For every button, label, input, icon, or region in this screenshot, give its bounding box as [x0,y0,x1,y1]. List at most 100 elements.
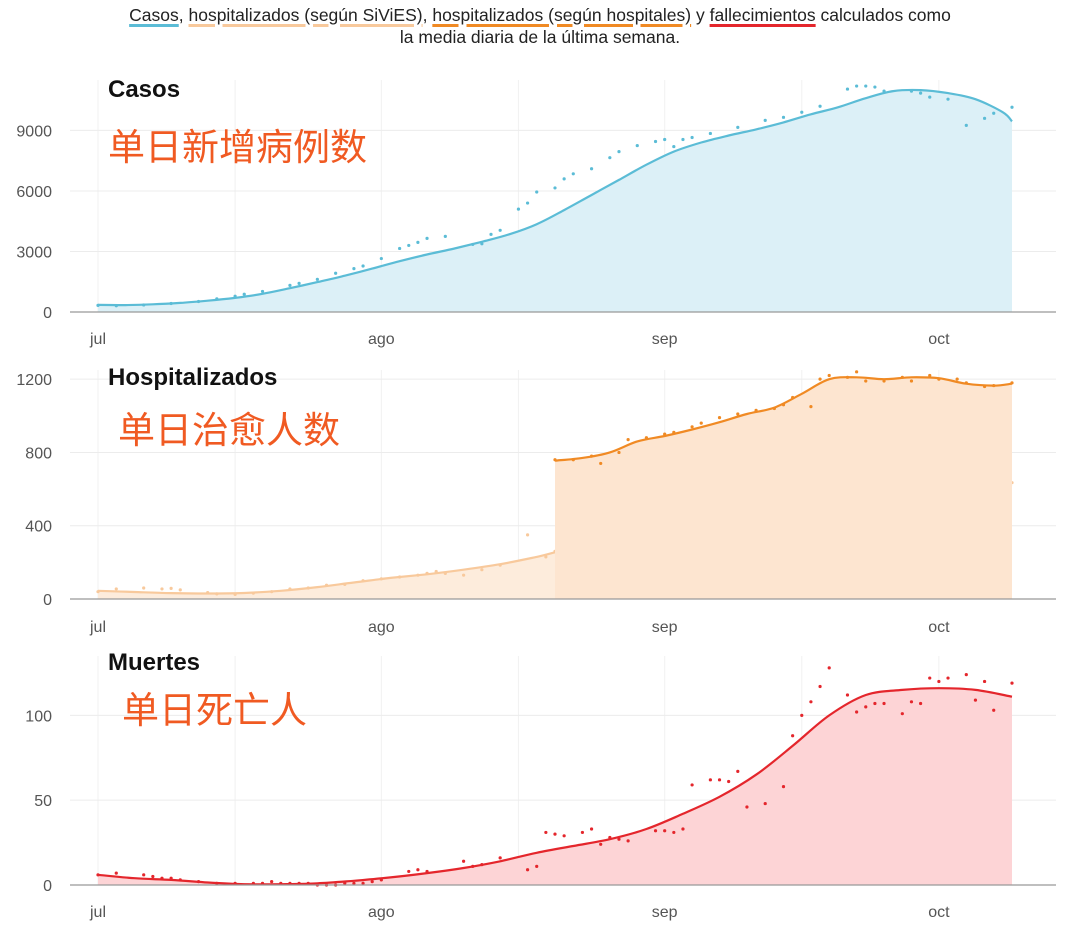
data-point [928,676,932,680]
data-point [553,458,557,462]
data-point [928,95,932,99]
data-point [114,304,118,308]
data-point [160,587,164,591]
data-point [297,881,301,885]
chart-panel-2: 0 400 800 1200 jul ago sep oct Hospitalizados 单日治… [16,364,1056,636]
x-tick-label: oct [928,904,950,921]
data-point [608,156,612,160]
data-point [270,590,274,594]
data-point [864,84,868,88]
data-point [498,563,502,567]
data-point [525,201,530,205]
data-point [151,874,155,879]
data-point [334,271,338,275]
data-point [142,303,146,307]
data-point [745,805,749,809]
data-point [288,587,292,591]
data-point [992,383,996,388]
data-point [617,837,621,841]
legend-fallecimientos: fallecimientos [709,5,816,25]
data-point [416,868,420,872]
data-point [781,115,786,119]
data-point [589,167,594,171]
y-tick-label: 800 [25,445,52,462]
x-tick-label: ago [368,904,395,921]
data-point [955,377,959,381]
x-tick-label: ago [368,619,395,636]
data-point [599,842,603,846]
data-point [672,144,676,149]
data-point [242,292,246,296]
data-point [928,373,932,378]
data-point [544,555,548,559]
data-point [379,256,383,261]
data-point [946,676,950,680]
chart-annotation: 单日新增病例数 [108,127,367,168]
data-point [781,403,786,407]
data-point [407,243,411,248]
x-tick-label: oct [928,331,950,348]
data-point [845,87,850,91]
data-point [672,430,676,434]
data-point [398,246,402,251]
data-point [681,137,685,142]
data-point [973,698,978,702]
series-area [98,552,555,599]
data-point [142,586,146,590]
data-point [992,708,996,712]
header-rest: calculados como [815,5,951,25]
data-point [471,242,475,247]
x-tick-label: jul [89,619,106,636]
data-point [251,881,255,885]
data-point [425,571,429,575]
chart-title: Hospitalizados [108,364,277,391]
data-point [763,801,767,806]
data-point [462,573,466,577]
data-point [635,143,639,148]
data-point [525,868,530,872]
data-point [443,571,447,575]
data-point [315,277,319,281]
data-point [909,379,914,383]
data-point [260,881,265,885]
data-point [178,588,182,592]
data-point [96,303,100,307]
data-point [681,827,685,831]
data-point [882,379,886,383]
data-point [516,207,521,211]
data-point [626,438,630,442]
data-point [772,406,776,411]
data-point [571,458,575,462]
data-point [672,830,676,835]
chart-title: Casos [108,76,180,103]
data-point [425,869,429,874]
data-point [937,377,941,381]
data-point [845,375,850,379]
data-point [589,827,594,831]
x-tick-label: sep [652,904,678,921]
data-point [855,370,859,374]
data-point [608,835,612,840]
y-tick-label: 0 [43,592,52,609]
data-point [708,131,712,136]
data-point [206,590,210,595]
data-point [909,89,914,93]
data-point [845,693,850,697]
data-point [160,876,164,880]
chart-annotation: 单日死亡人 [122,690,307,731]
chart-title: Muertes [108,649,200,676]
data-point [800,713,804,717]
data-point [717,416,722,420]
y-tick-label: 1200 [16,372,52,389]
data-point [324,583,329,587]
data-point [653,139,658,144]
data-point [855,710,859,714]
data-point [96,590,100,594]
data-point [1010,381,1014,385]
x-tick-label: ago [368,331,395,348]
data-point [96,873,100,877]
data-point [562,177,566,181]
data-point [297,281,301,285]
data-point [352,267,356,271]
data-point [553,832,557,836]
